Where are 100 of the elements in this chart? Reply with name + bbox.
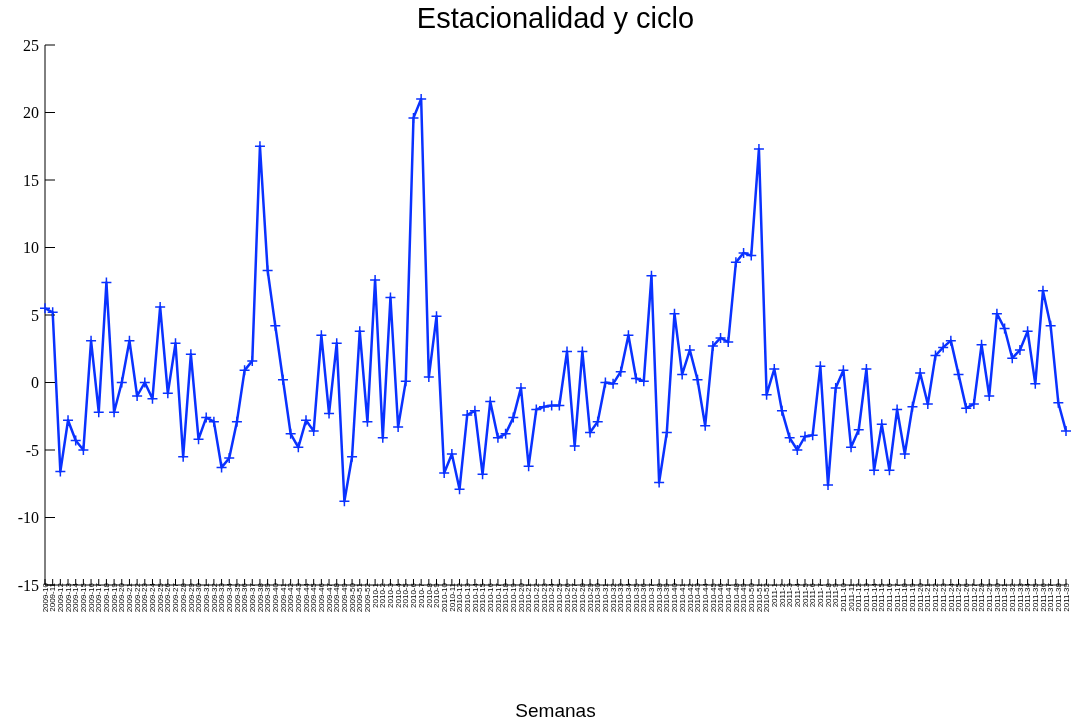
x-tick-label: 2010-21: [524, 582, 534, 613]
x-axis-title: Semanas: [515, 700, 596, 719]
x-tick-label: 2011-6: [808, 582, 818, 608]
x-tick-label: 2010-5: [401, 582, 411, 608]
x-tick-label: 2010-39: [662, 582, 672, 613]
x-tick-label: 2009-48: [332, 582, 342, 613]
x-tick-label: 2011-3: [785, 582, 795, 608]
x-tick-label: 2010-46: [716, 582, 726, 613]
y-tick-label: 25: [23, 36, 39, 54]
x-tick-label: 2010-26: [562, 582, 572, 613]
chart-title: Estacionalidad y ciclo: [415, 2, 696, 35]
x-tick-label: 2011-9: [831, 582, 841, 608]
x-tick-label: 2009-35: [232, 582, 242, 613]
x-tick-label: 2011-28: [977, 582, 987, 612]
x-tick-label: 2011-21: [923, 582, 933, 612]
x-tick-label: 2010-19: [508, 582, 518, 613]
x-tick-label: 2010-22: [531, 582, 541, 613]
x-tick-label: 2011-18: [900, 582, 910, 612]
x-tick-label: 2009-24: [148, 582, 158, 613]
x-tick-label: 2011-7: [816, 582, 826, 608]
x-tick-label: 2010-52: [762, 582, 772, 613]
x-tick-label: 2010-48: [731, 582, 741, 613]
x-tick-label: 2009-43: [294, 582, 304, 613]
x-tick-label: 2010-20: [516, 582, 526, 613]
x-tick-label: 2011-32: [1007, 582, 1017, 612]
x-tick-label: 2010-9: [432, 582, 442, 608]
x-tick-label: 2010-42: [685, 582, 695, 613]
x-tick-label: 2011-26: [961, 582, 971, 612]
x-tick-label: 2011-14: [869, 582, 879, 612]
x-tick-label: 2010-37: [647, 582, 657, 613]
x-tick-label: 2009-46: [317, 582, 327, 613]
y-tick-label: 10: [23, 239, 39, 257]
x-tick-label: 2010-6: [409, 582, 419, 608]
x-tick-label: 2009-14: [71, 582, 81, 613]
x-tick-label: 2009-30: [194, 582, 204, 613]
x-tick-label: 2009-22: [132, 582, 142, 613]
x-tick-label: 2009-17: [94, 582, 104, 613]
x-tick-label: 2011-1: [769, 582, 779, 608]
x-tick-label: 2010-44: [700, 582, 710, 613]
x-tick-label: 2009-51: [355, 582, 365, 613]
x-tick-label: 2010-2: [378, 582, 388, 608]
x-tick-label: 2009-40: [270, 582, 280, 613]
x-tick-label: 2010-49: [739, 582, 749, 613]
x-tick-label: 2009-45: [309, 582, 319, 613]
y-tick-label: 5: [31, 306, 39, 324]
x-tick-label: 2010-10: [439, 582, 449, 613]
x-tick-label: 2011-22: [931, 582, 941, 612]
x-tick-label: 2010-29: [585, 582, 595, 613]
x-tick-label: 2009-21: [125, 582, 135, 613]
x-tick-label: 2009-27: [171, 582, 181, 613]
x-tick-label: 2010-32: [608, 582, 618, 613]
x-tick-label: 2010-30: [593, 582, 603, 613]
x-tick-label: 2010-34: [624, 582, 634, 613]
x-tick-label: 2010-17: [493, 582, 503, 613]
x-tick-label: 2009-12: [56, 582, 66, 613]
x-tick-label: 2010-35: [631, 582, 641, 613]
x-tick-label: 2010-1: [370, 582, 380, 608]
x-tick-label: 2011-17: [892, 582, 902, 612]
x-tick-label: 2011-36: [1038, 582, 1048, 612]
x-tick-label: 2009-33: [217, 582, 227, 613]
x-tick-label: 2010-4: [393, 582, 403, 608]
x-tick-label: 2010-38: [654, 582, 664, 613]
x-tick-label: 2009-52: [363, 582, 373, 613]
x-tick-label: 2011-8: [823, 582, 833, 608]
x-tick-label: 2010-31: [601, 582, 611, 613]
x-tick-label: 2011-29: [984, 582, 994, 612]
x-tick-label: 2011-38: [1054, 582, 1063, 612]
x-tick-label: 2010-14: [470, 582, 480, 613]
x-tick-label: 2010-25: [555, 582, 565, 613]
x-tick-label: 2010-8: [424, 582, 434, 608]
x-tick-label: 2009-29: [186, 582, 196, 613]
x-tick-label: 2010-18: [501, 582, 511, 613]
x-tick-label: 2010-16: [485, 582, 495, 613]
x-tick-label: 2010-45: [708, 582, 718, 613]
x-tick-label: 2010-36: [639, 582, 649, 613]
x-tick-label: 2009-28: [178, 582, 188, 613]
x-tick-label: 2010-43: [693, 582, 703, 613]
x-tick-label: 2010-40: [670, 582, 680, 613]
x-tick-label: 2009-13: [63, 582, 73, 613]
x-tick-label: 2009-15: [79, 582, 89, 613]
x-tick-label: 2011-13: [862, 582, 872, 612]
x-tick-label: 2010-33: [616, 582, 626, 613]
x-tick-label: 2011-11: [846, 582, 856, 612]
x-tick-label: 2009-32: [209, 582, 219, 613]
x-tick-label: 2011-20: [915, 582, 925, 612]
y-tick-label: -5: [25, 441, 39, 459]
x-tick-label: 2011-16: [885, 582, 895, 612]
x-tick-label: 2010-27: [570, 582, 580, 613]
y-tick-label: 0: [31, 374, 39, 392]
x-tick-label: 2009-34: [224, 582, 234, 613]
x-tick-label: 2009-47: [324, 582, 334, 613]
x-tick-label: 2009-16: [86, 582, 96, 613]
x-tick-label: 2010-50: [746, 582, 756, 613]
x-tick-label: 2011-37: [1046, 582, 1056, 612]
x-tick-label: 2010-12: [455, 582, 465, 613]
x-tick-label: 2010-13: [462, 582, 472, 613]
x-tick-label: 2011-5: [800, 582, 810, 608]
x-tick-label: 2010-3: [386, 582, 396, 608]
x-tick-label: 2010-47: [723, 582, 733, 613]
x-tick-label: 2010-23: [539, 582, 549, 613]
